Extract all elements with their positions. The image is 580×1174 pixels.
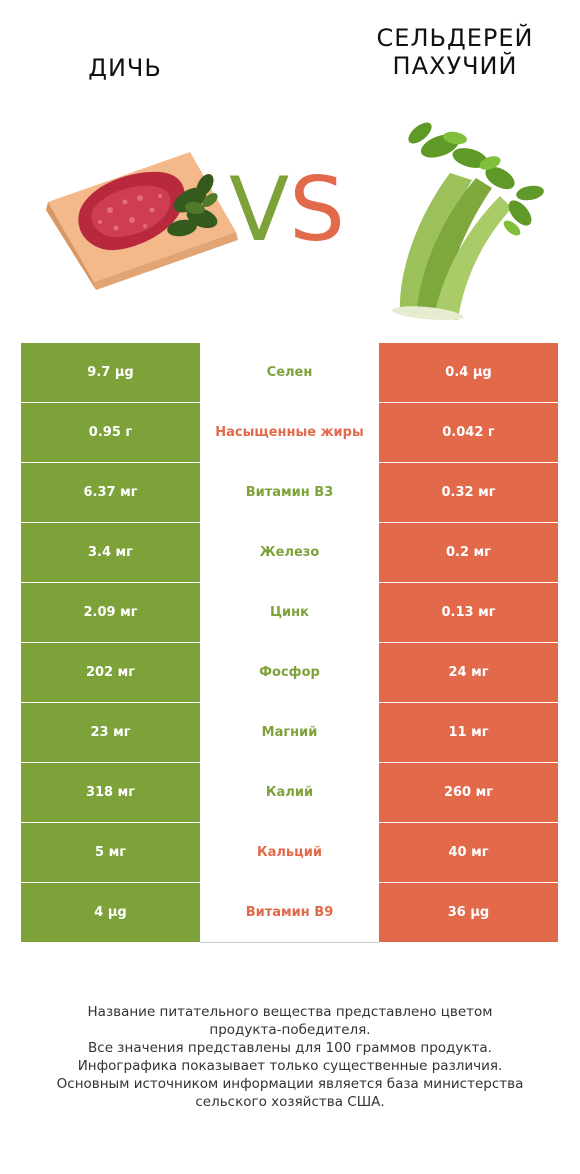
right-value: 0.13 мг <box>379 582 558 643</box>
footer-line: Инфографика показывает только существенн… <box>77 1058 503 1074</box>
nutrient-name: Железо <box>200 522 379 583</box>
footer-line: Все значения представлены для 100 граммо… <box>88 1040 492 1056</box>
game-meat-image <box>46 152 238 290</box>
footer-line: сельского хозяйства США. <box>195 1094 385 1110</box>
right-value: 0.2 мг <box>379 522 558 583</box>
left-value: 5 мг <box>21 822 200 883</box>
left-value: 2.09 мг <box>21 582 200 643</box>
table-row: 5 мг Кальций 40 мг <box>21 822 558 883</box>
versus-label: VS <box>222 160 352 260</box>
left-product-title: ДИЧЬ <box>88 54 162 82</box>
right-title-line-2: ПАХУЧИЙ <box>392 52 518 80</box>
nutrient-name: Кальций <box>200 822 379 883</box>
nutrient-name: Фосфор <box>200 642 379 703</box>
footer-line: Название питательного вещества представл… <box>87 1004 493 1020</box>
nutrient-name: Селен <box>200 343 379 403</box>
footer-notes: Название питательного вещества представл… <box>30 1003 550 1111</box>
right-value: 0.042 г <box>379 402 558 463</box>
comparison-table: 9.7 µg Селен 0.4 µg 0.95 г Насыщенные жиры 0.… <box>21 343 558 943</box>
table-row: 3.4 мг Железо 0.2 мг <box>21 522 558 583</box>
nutrient-name: Калий <box>200 762 379 823</box>
footer-line: Основным источником информации является … <box>56 1076 524 1092</box>
table-row: 318 мг Калий 260 мг <box>21 762 558 823</box>
right-value: 40 мг <box>379 822 558 883</box>
right-title-line-1: СЕЛЬДЕРЕЙ <box>376 24 534 52</box>
left-value: 318 мг <box>21 762 200 823</box>
table-row: 2.09 мг Цинк 0.13 мг <box>21 582 558 643</box>
right-value: 11 мг <box>379 702 558 763</box>
vs-letter-v: V <box>228 158 290 261</box>
table-row: 9.7 µg Селен 0.4 µg <box>21 343 558 403</box>
left-value: 23 мг <box>21 702 200 763</box>
left-value: 202 мг <box>21 642 200 703</box>
nutrient-name: Магний <box>200 702 379 763</box>
vs-letter-s: S <box>289 158 346 261</box>
left-value: 6.37 мг <box>21 462 200 523</box>
left-value: 9.7 µg <box>21 343 200 403</box>
nutrient-name: Витамин B3 <box>200 462 379 523</box>
right-product-title: СЕЛЬДЕРЕЙ ПАХУЧИЙ <box>360 24 550 80</box>
nutrient-name: Цинк <box>200 582 379 643</box>
right-value: 0.32 мг <box>379 462 558 523</box>
nutrient-name: Витамин B9 <box>200 882 379 943</box>
right-value: 0.4 µg <box>379 343 558 403</box>
left-value: 0.95 г <box>21 402 200 463</box>
footer-line: продукта-победителя. <box>209 1022 371 1038</box>
nutrient-name: Насыщенные жиры <box>200 402 379 463</box>
left-value: 3.4 мг <box>21 522 200 583</box>
table-row: 202 мг Фосфор 24 мг <box>21 642 558 703</box>
table-row: 6.37 мг Витамин B3 0.32 мг <box>21 462 558 523</box>
celery-image <box>392 122 544 321</box>
table-row: 23 мг Магний 11 мг <box>21 702 558 763</box>
right-value: 24 мг <box>379 642 558 703</box>
table-row: 0.95 г Насыщенные жиры 0.042 г <box>21 402 558 463</box>
right-value: 36 µg <box>379 882 558 943</box>
right-value: 260 мг <box>379 762 558 823</box>
left-value: 4 µg <box>21 882 200 943</box>
table-row: 4 µg Витамин B9 36 µg <box>21 882 558 943</box>
